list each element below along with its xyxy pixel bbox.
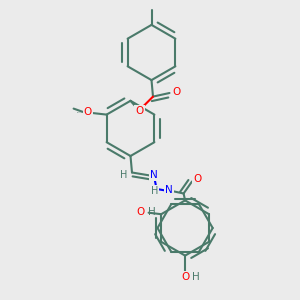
Text: O: O — [84, 107, 92, 117]
Text: O: O — [135, 106, 144, 116]
Text: O: O — [193, 174, 202, 184]
Text: O: O — [181, 272, 189, 283]
Text: N: N — [165, 184, 172, 195]
Text: O: O — [84, 107, 92, 117]
Text: H: H — [120, 170, 127, 180]
Text: O: O — [137, 207, 145, 217]
Text: H: H — [151, 186, 158, 197]
Text: H: H — [192, 272, 200, 283]
Text: O: O — [84, 107, 92, 117]
Text: methoxy: methoxy — [77, 111, 83, 112]
Text: H: H — [148, 207, 156, 217]
Text: O: O — [172, 87, 180, 98]
Text: N: N — [150, 170, 158, 180]
